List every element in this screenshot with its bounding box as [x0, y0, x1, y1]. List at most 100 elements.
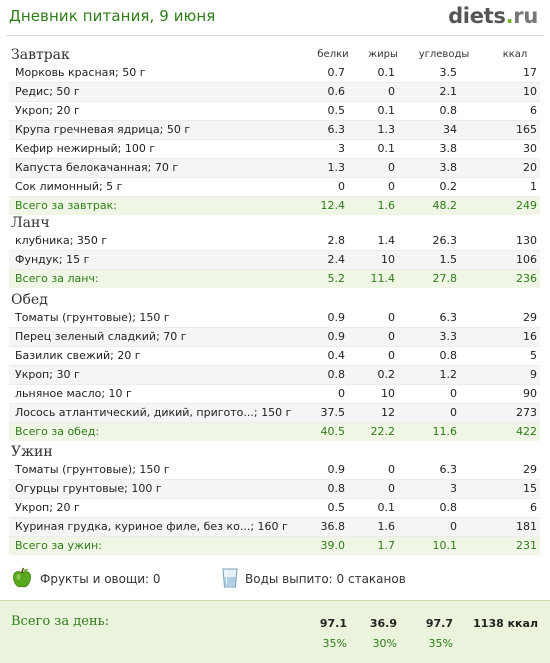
- meal-header: Завтрак белки жиры углеводы ккал: [9, 45, 540, 64]
- fat-value: 0: [388, 180, 395, 193]
- fat-value: 1.3: [377, 123, 396, 136]
- carbs-value: 34: [443, 123, 457, 136]
- kcal-value: 181: [516, 520, 537, 533]
- meal-title: Ужин: [11, 444, 53, 460]
- carbs-value: 3.8: [439, 142, 458, 155]
- kcal-value: 422: [516, 425, 537, 438]
- kcal-value: 106: [516, 253, 537, 266]
- protein-value: 2.4: [327, 253, 346, 266]
- carbs-value: 27.8: [432, 272, 458, 285]
- food-item-row[interactable]: Крупа гречневая ядрица; 50 г 6.3 1.3 34 165: [9, 121, 540, 140]
- food-item-row[interactable]: льняное масло; 10 г 0 10 0 90: [9, 385, 540, 404]
- food-item-row[interactable]: Капуста белокачанная; 70 г 1.3 0 3.8 20: [9, 159, 540, 178]
- protein-value: 36.8: [320, 520, 346, 533]
- protein-value: 0.8: [327, 482, 346, 495]
- logo-main: diets: [448, 4, 506, 28]
- protein-value: 37.5: [320, 406, 346, 419]
- food-item-row[interactable]: Перец зеленый сладкий; 70 г 0.9 0 3.3 16: [9, 328, 540, 347]
- kcal-value: 29: [523, 311, 537, 324]
- food-name: Лосось атлантический, дикий, пригото...;…: [15, 406, 292, 419]
- carbs-value: 26.3: [432, 234, 458, 247]
- food-item-row[interactable]: Укроп; 30 г 0.8 0.2 1.2 9: [9, 366, 540, 385]
- day-total-protein: 97.1: [319, 617, 347, 630]
- fat-value: 10: [381, 387, 395, 400]
- water-glass-icon[interactable]: [222, 568, 238, 588]
- food-item-row[interactable]: Морковь красная; 50 г 0.7 0.1 3.5 17: [9, 64, 540, 83]
- food-item-row[interactable]: Редис; 50 г 0.6 0 2.1 10: [9, 83, 540, 102]
- protein-value: 0.9: [327, 463, 346, 476]
- food-name: Крупа гречневая ядрица; 50 г: [15, 123, 191, 136]
- carbs-value: 6.3: [439, 463, 458, 476]
- kcal-value: 6: [530, 501, 537, 514]
- food-name: Сок лимонный; 5 г: [15, 180, 123, 193]
- carbs-value: 10.1: [432, 539, 458, 552]
- kcal-value: 273: [516, 406, 537, 419]
- kcal-value: 9: [530, 368, 537, 381]
- extras-bar: Фрукты и овощи: 0 Воды выпито: 0 стакано…: [9, 564, 540, 594]
- kcal-value: 15: [523, 482, 537, 495]
- fat-value: 0.2: [377, 368, 396, 381]
- meal-items: Томаты (грунтовые); 150 г 0.9 0 6.3 29 Перец …: [9, 309, 540, 441]
- carbs-value: 3.5: [439, 66, 458, 79]
- carbs-value: 0.8: [439, 501, 458, 514]
- food-item-row[interactable]: Сок лимонный; 5 г 0 0 0.2 1: [9, 178, 540, 197]
- kcal-value: 20: [523, 161, 537, 174]
- fat-value: 0: [388, 161, 395, 174]
- food-item-row[interactable]: Куриная грудка, куриное филе, без ко...;…: [9, 518, 540, 537]
- carbs-value: 0.8: [439, 104, 458, 117]
- protein-value: 5.2: [327, 272, 346, 285]
- protein-value: 0.5: [327, 501, 346, 514]
- food-name: Укроп; 20 г: [15, 501, 80, 514]
- protein-value: 0.9: [327, 311, 346, 324]
- carbs-value: 1.2: [439, 368, 458, 381]
- fruit-counter: Фрукты и овощи: 0: [40, 572, 161, 586]
- meal-header: Ланч: [9, 213, 540, 232]
- food-item-row[interactable]: Томаты (грунтовые); 150 г 0.9 0 6.3 29: [9, 309, 540, 328]
- day-pct-protein: 35%: [322, 637, 347, 650]
- fat-value: 0: [388, 311, 395, 324]
- food-name: Укроп; 20 г: [15, 104, 80, 117]
- meal-items: клубника; 350 г 2.8 1.4 26.3 130 Фундук; 15 г…: [9, 232, 540, 288]
- fat-value: 1.6: [377, 199, 396, 212]
- kcal-value: 30: [523, 142, 537, 155]
- day-total-panel: Всего за день: 97.1 36.9 97.7 1138 ккал …: [0, 600, 550, 663]
- carbs-value: 3: [450, 482, 457, 495]
- food-item-row[interactable]: Укроп; 20 г 0.5 0.1 0.8 6: [9, 102, 540, 121]
- kcal-value: 6: [530, 104, 537, 117]
- protein-value: 0: [338, 387, 345, 400]
- carbs-value: 0: [450, 387, 457, 400]
- food-item-row[interactable]: Базилик свежий; 20 г 0.4 0 0.8 5: [9, 347, 540, 366]
- day-pct-fat: 30%: [372, 637, 397, 650]
- protein-value: 39.0: [320, 539, 346, 552]
- meal-items: Морковь красная; 50 г 0.7 0.1 3.5 17 Редис; 5…: [9, 64, 540, 215]
- food-item-row[interactable]: Фундук; 15 г 2.4 10 1.5 106: [9, 251, 540, 270]
- day-pct-carbs: 35%: [428, 637, 453, 650]
- meal-title: Ланч: [11, 215, 50, 231]
- food-item-row[interactable]: Кефир нежирный; 100 г 3 0.1 3.8 30: [9, 140, 540, 159]
- meal-section: Ужин Томаты (грунтовые); 150 г 0.9 0 6.3 29 Ог…: [9, 442, 540, 555]
- carbs-value: 0.8: [439, 349, 458, 362]
- food-name: Кефир нежирный; 100 г: [15, 142, 156, 155]
- food-item-row[interactable]: Огурцы грунтовые; 100 г 0.8 0 3 15: [9, 480, 540, 499]
- fat-value: 0.1: [377, 104, 396, 117]
- page-title: Дневник питания, 9 июня: [9, 7, 216, 25]
- protein-value: 0.9: [327, 330, 346, 343]
- food-item-row[interactable]: Укроп; 20 г 0.5 0.1 0.8 6: [9, 499, 540, 518]
- food-name: Морковь красная; 50 г: [15, 66, 146, 79]
- food-name: льняное масло; 10 г: [15, 387, 132, 400]
- food-item-row[interactable]: клубника; 350 г 2.8 1.4 26.3 130: [9, 232, 540, 251]
- food-item-row[interactable]: Лосось атлантический, дикий, пригото...;…: [9, 404, 540, 423]
- fat-value: 1.6: [377, 520, 396, 533]
- carbs-value: 2.1: [439, 85, 458, 98]
- green-apple-icon[interactable]: [12, 567, 32, 589]
- food-name: Фундук; 15 г: [15, 253, 90, 266]
- water-counter: Воды выпито: 0 стаканов: [245, 572, 406, 586]
- fat-value: 1.7: [377, 539, 396, 552]
- protein-value: 1.3: [327, 161, 346, 174]
- day-total-kcal: 1138 ккал: [473, 617, 538, 630]
- diets-logo[interactable]: diets.ru: [448, 4, 538, 28]
- kcal-value: 90: [523, 387, 537, 400]
- protein-value: 0.4: [327, 349, 346, 362]
- food-item-row[interactable]: Томаты (грунтовые); 150 г 0.9 0 6.3 29: [9, 461, 540, 480]
- protein-value: 12.4: [320, 199, 346, 212]
